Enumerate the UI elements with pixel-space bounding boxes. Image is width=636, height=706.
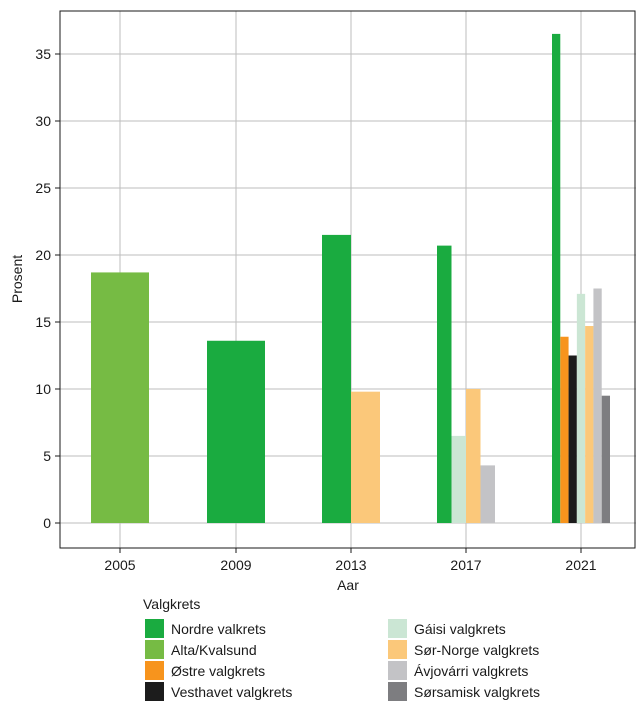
- x-tick-label: 2017: [450, 557, 481, 573]
- bar: [480, 465, 495, 523]
- bar: [601, 395, 610, 523]
- y-axis-label: Prosent: [9, 255, 25, 303]
- legend-swatch: [388, 619, 407, 638]
- x-axis-ticks: 2005 2009 2013 2017 2021: [104, 548, 597, 573]
- x-tick-label: 2021: [565, 557, 596, 573]
- legend-label: Sør-Norge valgkrets: [414, 642, 539, 658]
- legend-label: Østre valgkrets: [171, 663, 265, 679]
- legend-swatch: [388, 661, 407, 680]
- legend-swatch: [145, 682, 164, 701]
- x-axis-label: Aar: [337, 577, 359, 593]
- bar: [593, 288, 602, 523]
- legend: Valgkrets Nordre valkrets Alta/Kvalsund Øs…: [143, 596, 540, 701]
- legend-label: Ávjovárri valgkrets: [414, 663, 528, 679]
- bar: [585, 326, 594, 523]
- y-tick-label: 10: [35, 381, 51, 397]
- legend-swatch: [145, 640, 164, 659]
- x-tick-label: 2005: [104, 557, 135, 573]
- legend-label: Nordre valkrets: [171, 621, 266, 637]
- y-tick-label: 5: [43, 448, 51, 464]
- legend-items: Nordre valkrets Alta/Kvalsund Østre valgkr…: [145, 619, 540, 701]
- y-tick-label: 15: [35, 314, 51, 330]
- y-axis-ticks: 0 5 10 15 20 25 30 35: [35, 46, 60, 531]
- legend-label: Sørsamisk valgkrets: [414, 684, 540, 700]
- legend-swatch: [145, 619, 164, 638]
- y-tick-label: 30: [35, 113, 51, 129]
- bar: [466, 389, 481, 523]
- bars: [91, 33, 610, 524]
- plot-frame: [59, 10, 636, 549]
- bar: [322, 234, 351, 523]
- y-tick-label: 35: [35, 46, 51, 62]
- legend-label: Alta/Kvalsund: [171, 642, 257, 658]
- legend-swatch: [388, 682, 407, 701]
- bar: [568, 355, 577, 523]
- legend-swatch: [388, 640, 407, 659]
- y-tick-label: 0: [43, 515, 51, 531]
- y-tick-label: 20: [35, 247, 51, 263]
- x-tick-label: 2013: [335, 557, 366, 573]
- legend-label: Gáisi valgkrets: [414, 621, 506, 637]
- x-tick-label: 2009: [220, 557, 251, 573]
- y-tick-label: 25: [35, 180, 51, 196]
- bar: [451, 435, 466, 523]
- bar: [351, 391, 380, 523]
- legend-label: Vesthavet valgkrets: [171, 684, 292, 700]
- legend-swatch: [145, 661, 164, 680]
- bar: [552, 33, 561, 524]
- bar: [207, 340, 265, 523]
- bar: [91, 272, 149, 523]
- bar: [560, 336, 569, 523]
- bar: [576, 293, 586, 523]
- bar: [437, 245, 452, 523]
- legend-title: Valgkrets: [143, 596, 200, 612]
